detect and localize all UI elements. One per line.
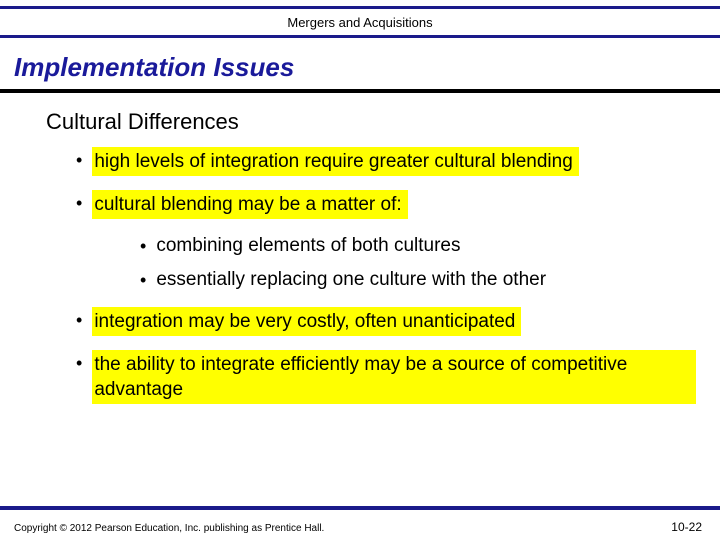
header-bar: Mergers and Acquisitions xyxy=(0,6,720,38)
bullet-item-sub: • combining elements of both cultures xyxy=(140,233,696,259)
page-title: Implementation Issues xyxy=(0,38,720,89)
bullet-text: combining elements of both cultures xyxy=(156,233,460,258)
bullet-dot: • xyxy=(76,307,82,333)
bullet-text: integration may be very costly, often un… xyxy=(92,307,521,336)
copyright-text: Copyright © 2012 Pearson Education, Inc.… xyxy=(14,523,324,534)
bullet-dot: • xyxy=(140,267,146,293)
bullet-item: • cultural blending may be a matter of: xyxy=(76,190,696,219)
page-number: 10-22 xyxy=(671,520,702,534)
bullet-text: essentially replacing one culture with t… xyxy=(156,267,546,292)
bullet-item: • integration may be very costly, often … xyxy=(76,307,696,336)
bullet-item: • the ability to integrate efficiently m… xyxy=(76,350,696,404)
bullet-dot: • xyxy=(76,350,82,376)
subtitle: Cultural Differences xyxy=(0,93,720,139)
header-title: Mergers and Acquisitions xyxy=(287,15,432,30)
bullet-dot: • xyxy=(140,233,146,259)
footer-rule xyxy=(0,506,720,510)
bullet-text: high levels of integration require great… xyxy=(92,147,578,176)
bullet-text: the ability to integrate efficiently may… xyxy=(92,350,696,404)
bullet-text: cultural blending may be a matter of: xyxy=(92,190,407,219)
bullet-dot: • xyxy=(76,190,82,216)
bullet-dot: • xyxy=(76,147,82,173)
bullet-item: • high levels of integration require gre… xyxy=(76,147,696,176)
bullet-item-sub: • essentially replacing one culture with… xyxy=(140,267,696,293)
